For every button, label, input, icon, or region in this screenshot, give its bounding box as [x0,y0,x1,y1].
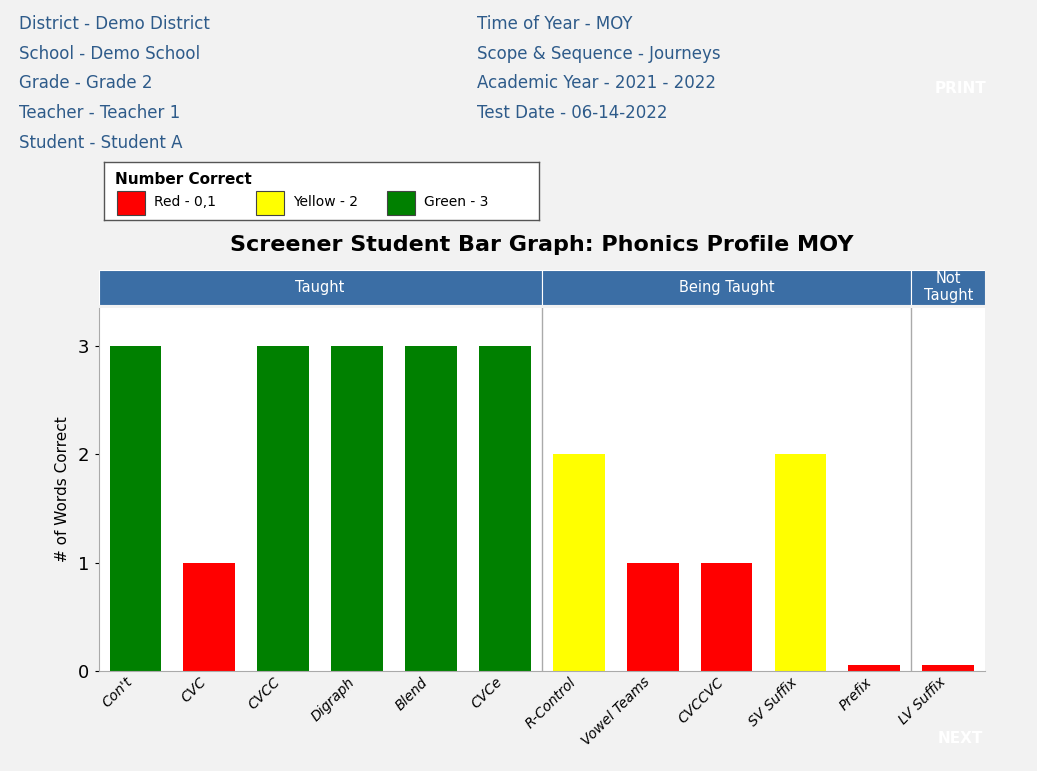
Bar [922,665,974,671]
Text: Time of Year - MOY: Time of Year - MOY [477,15,633,32]
Text: Screener Student Bar Graph: Phonics Profile MOY: Screener Student Bar Graph: Phonics Prof… [230,235,853,254]
Text: School - Demo School: School - Demo School [19,45,200,62]
Bar [405,346,457,671]
Bar [541,270,912,305]
Bar [775,454,826,671]
Text: Grade - Grade 2: Grade - Grade 2 [19,75,152,93]
Bar [912,270,985,305]
Text: Being Taught: Being Taught [679,280,775,295]
Y-axis label: # of Words Correct: # of Words Correct [55,416,69,563]
Bar [110,346,162,671]
Text: PRINT: PRINT [934,81,986,96]
Text: NEXT: NEXT [937,731,983,746]
Bar [848,665,900,671]
Text: Test Date - 06-14-2022: Test Date - 06-14-2022 [477,104,668,123]
Bar [257,346,309,671]
Text: Taught: Taught [296,280,345,295]
Bar [117,191,145,215]
Bar [701,563,753,671]
Text: Teacher - Teacher 1: Teacher - Teacher 1 [19,104,179,123]
Text: Red - 0,1: Red - 0,1 [153,195,216,210]
Bar [256,191,284,215]
Bar [99,270,541,305]
Text: Scope & Sequence - Journeys: Scope & Sequence - Journeys [477,45,721,62]
Bar [331,346,383,671]
Text: Academic Year - 2021 - 2022: Academic Year - 2021 - 2022 [477,75,716,93]
Bar [479,346,531,671]
Text: Not
Taught: Not Taught [924,271,973,304]
Text: Yellow - 2: Yellow - 2 [293,195,358,210]
Bar [553,454,605,671]
Text: Green - 3: Green - 3 [424,195,488,210]
Bar [184,563,235,671]
Text: District - Demo District: District - Demo District [19,15,209,32]
Text: Number Correct: Number Correct [115,173,251,187]
Text: Student - Student A: Student - Student A [19,134,183,153]
Bar [387,191,415,215]
Bar [626,563,678,671]
